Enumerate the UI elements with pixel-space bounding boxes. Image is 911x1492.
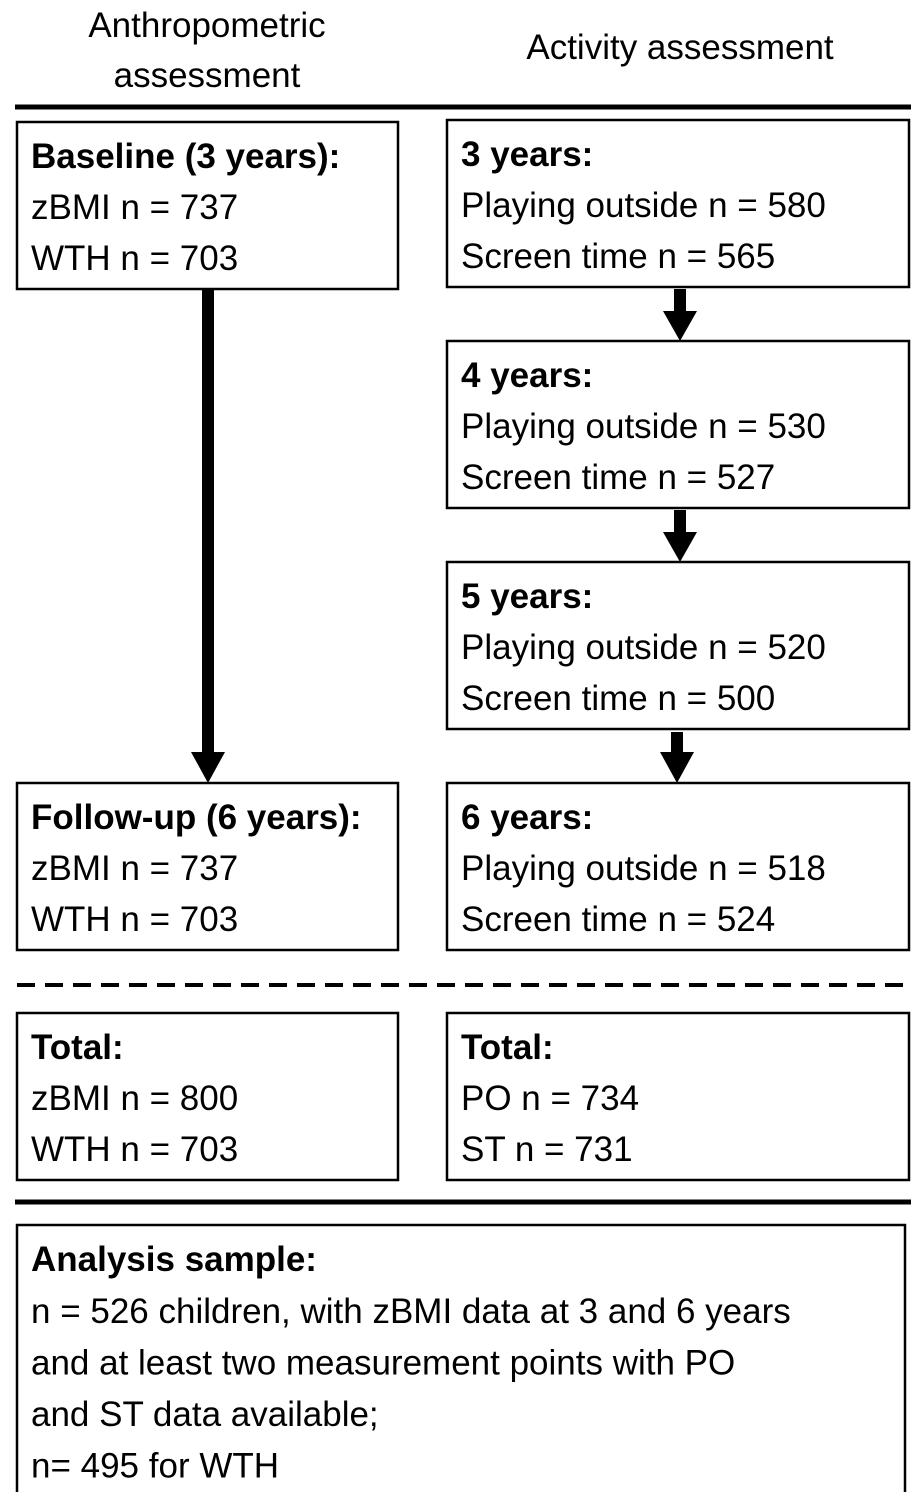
box-title: Baseline (3 years): <box>31 137 340 176</box>
box-line: Playing outside n = 520 <box>461 628 826 667</box>
box-line: WTH n = 703 <box>31 900 238 939</box>
box-title: Analysis sample: <box>31 1240 317 1279</box>
box <box>15 120 400 291</box>
box <box>15 1223 907 1492</box>
header-left: assessment <box>114 56 301 95</box>
header-right: Activity assessment <box>526 28 834 67</box>
box <box>445 781 911 952</box>
box-line: n = 526 children, with zBMI data at 3 an… <box>31 1292 791 1331</box>
box-line: and at least two measurement points with… <box>31 1344 735 1383</box>
header-left: Anthropometric <box>88 6 325 45</box>
box-title: Total: <box>31 1028 124 1067</box>
box <box>15 1011 400 1182</box>
box <box>15 781 400 952</box>
box-line: ST n = 731 <box>461 1130 633 1169</box>
box-line: Playing outside n = 580 <box>461 186 826 225</box>
box-title: 5 years: <box>461 577 593 616</box>
arrows <box>660 289 697 783</box>
box-line: zBMI n = 800 <box>31 1079 238 1118</box>
box-line: Screen time n = 500 <box>461 679 775 718</box>
box <box>445 339 911 510</box>
box-line: zBMI n = 737 <box>31 188 238 227</box>
box-line: Screen time n = 527 <box>461 458 775 497</box>
box-line: Screen time n = 524 <box>461 900 775 939</box>
box-title: 4 years: <box>461 356 593 395</box>
box-line: n= 495 for WTH <box>31 1447 279 1486</box>
box-line: Playing outside n = 530 <box>461 407 826 446</box>
box-line: WTH n = 703 <box>31 1130 238 1169</box>
box-line: Screen time n = 565 <box>461 237 775 276</box>
box <box>445 560 911 731</box>
arrow <box>202 289 214 754</box>
box-title: 6 years: <box>461 798 593 837</box>
box <box>445 118 911 289</box>
box-title: 3 years: <box>461 135 593 174</box>
box-line: and ST data available; <box>31 1395 379 1434</box>
box-line: WTH n = 703 <box>31 239 238 278</box>
box <box>445 1011 911 1182</box>
box-line: PO n = 734 <box>461 1079 639 1118</box>
box-line: Playing outside n = 518 <box>461 849 826 888</box>
box-line: zBMI n = 737 <box>31 849 238 888</box>
arrow-head <box>191 752 225 783</box>
box-title: Follow-up (6 years): <box>31 798 362 837</box>
box-title: Total: <box>461 1028 554 1067</box>
